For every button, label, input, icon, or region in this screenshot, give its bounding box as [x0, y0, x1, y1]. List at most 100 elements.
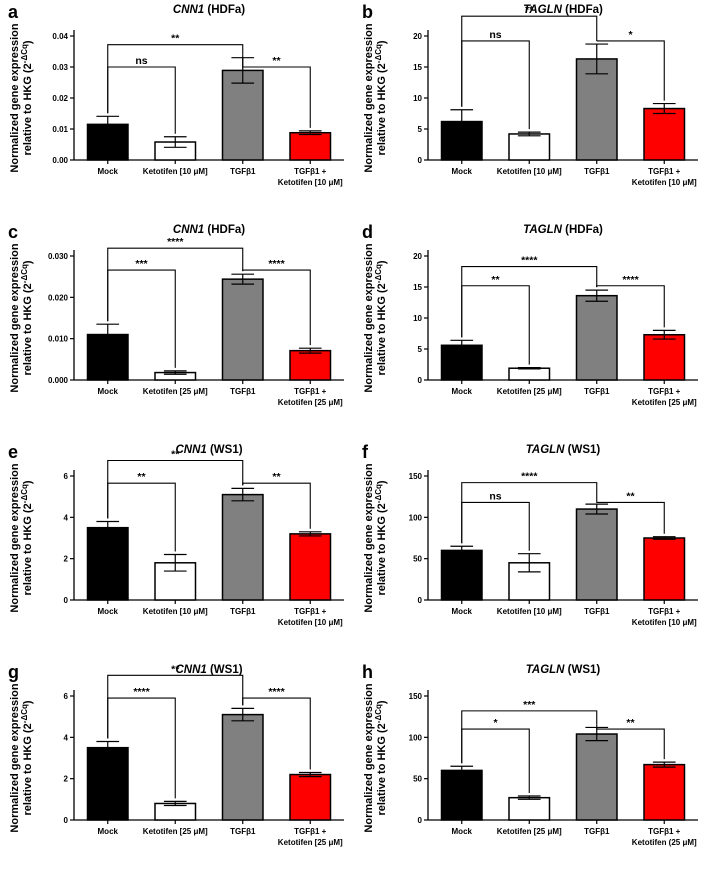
bar-4 [643, 763, 686, 821]
significance-label: **** [622, 274, 639, 286]
title-gene: CNN1 [175, 664, 206, 676]
significance-label: * [628, 29, 633, 41]
y-label-main: relative to HKG (2 [376, 723, 388, 815]
y-label-line1: Normalized gene expression [363, 243, 375, 392]
significance-label: ** [525, 4, 534, 16]
y-tick-label: 100 [409, 513, 423, 522]
panel-letter: d [362, 222, 373, 242]
chart-d: d TAGLN (HDFa) Normalized gene expression r… [362, 222, 698, 407]
significance-label: ns [135, 55, 147, 67]
x-tick-label: TGFβ1 + [648, 607, 681, 616]
title-cell: (HDFa) [204, 4, 245, 16]
y-tick-label: 0 [418, 816, 423, 825]
bar-3 [221, 713, 264, 821]
y-label-superscript: -ΔCq [374, 44, 383, 63]
chart-c: c CNN1 (HDFa) Normalized gene expression re… [8, 222, 344, 407]
bar-4 [289, 349, 332, 381]
x-tick-label: Mock [452, 387, 473, 396]
bar-3 [575, 508, 618, 601]
x-tick-label: Mock [98, 827, 119, 836]
chart-title: CNN1 (HDFa) [173, 224, 245, 236]
y-label-main: relative to HKG (2 [376, 283, 388, 375]
significance-bracket [461, 501, 530, 551]
chart-f: f TAGLN (WS1) Normalized gene expression re… [362, 442, 698, 627]
bar-3 [575, 58, 618, 161]
title-cell: (WS1) [207, 664, 243, 676]
y-tick-label: 0.01 [52, 125, 68, 134]
y-label-main: relative to HKG (2 [22, 503, 34, 595]
significance-label: **** [167, 236, 184, 248]
x-tick-label: TGFβ1 [584, 387, 610, 396]
significance-label: **** [521, 471, 538, 483]
y-label-end: ) [22, 700, 34, 704]
y-tick-label: 0.010 [48, 335, 69, 344]
x-tick-label: Ketotifen [25 μM] [278, 398, 343, 407]
y-label-line2: relative to HKG (2-ΔCq) [20, 40, 34, 155]
bar-3 [221, 493, 264, 601]
significance-label: ** [171, 449, 180, 461]
x-tick-label: Mock [98, 387, 119, 396]
panel-letter: e [8, 442, 18, 462]
x-tick-label: Ketotifen [25 μM] [143, 827, 208, 836]
bar-4 [643, 537, 686, 601]
y-label-main: relative to HKG (2 [376, 63, 388, 155]
significance-bracket [107, 269, 176, 368]
significance-bracket [596, 501, 665, 534]
bar-1 [440, 549, 483, 601]
x-tick-label: Ketotifen [10 μM] [497, 167, 562, 176]
y-axis-label: Normalized gene expression relative to HK… [363, 683, 388, 832]
y-tick-label: 50 [413, 775, 422, 784]
bar-1 [440, 769, 483, 821]
x-tick-label: TGFβ1 [584, 607, 610, 616]
chart-title: TAGLN (HDFa) [523, 224, 603, 236]
x-tick-label: TGFβ1 [230, 387, 256, 396]
title-gene: TAGLN [526, 664, 565, 676]
title-gene: CNN1 [173, 224, 204, 236]
y-tick-label: 0.03 [52, 63, 68, 72]
bar-4 [289, 773, 332, 821]
y-tick-label: 2 [64, 775, 69, 784]
panel-letter: g [8, 662, 19, 682]
y-label-line1: Normalized gene expression [9, 683, 21, 832]
significance-label: ns [489, 29, 501, 41]
title-gene: TAGLN [526, 444, 565, 456]
y-label-end: ) [22, 260, 34, 264]
y-tick-label: 0 [418, 596, 423, 605]
chart-title: CNN1 (WS1) [175, 444, 242, 456]
significance-label: ** [171, 33, 180, 45]
significance-label: **** [521, 255, 538, 267]
y-label-main: relative to HKG (2 [22, 723, 34, 815]
chart-h: h TAGLN (WS1) Normalized gene expression re… [362, 662, 698, 847]
x-tick-label: Ketotifen [10 μM] [278, 618, 343, 627]
bar-1 [86, 526, 129, 601]
x-tick-label: Ketotifen [25 μM] [497, 387, 562, 396]
y-tick-label: 6 [64, 472, 69, 481]
y-tick-label: 0 [64, 596, 69, 605]
y-tick-label: 150 [409, 472, 423, 481]
significance-label: ** [272, 55, 281, 67]
title-cell: (HDFa) [204, 224, 245, 236]
panel-b: b TAGLN (HDFa) Normalized gene expression r… [354, 0, 708, 220]
x-tick-label: Mock [98, 607, 119, 616]
bar-3 [221, 278, 264, 381]
significance-label: ** [137, 471, 146, 483]
y-axis-label: Normalized gene expression relative to HK… [9, 463, 34, 612]
x-tick-label: Mock [452, 607, 473, 616]
x-tick-label: TGFβ1 + [648, 387, 681, 396]
panel-h: h TAGLN (WS1) Normalized gene expression re… [354, 660, 708, 880]
panel-d: d TAGLN (HDFa) Normalized gene expression r… [354, 220, 708, 440]
y-label-end: ) [22, 480, 34, 484]
significance-bracket [242, 54, 311, 128]
y-tick-label: 0.000 [48, 376, 69, 385]
x-tick-label: TGFβ1 [230, 827, 256, 836]
y-label-line1: Normalized gene expression [9, 243, 21, 392]
chart-b: b TAGLN (HDFa) Normalized gene expression r… [362, 2, 698, 187]
title-cell: (WS1) [564, 444, 600, 456]
significance-bracket [596, 285, 665, 328]
y-tick-label: 0.04 [52, 32, 68, 41]
title-cell: (WS1) [564, 664, 600, 676]
y-tick-label: 20 [413, 32, 422, 41]
x-tick-label: Ketotifen [25 μM] [143, 387, 208, 396]
x-tick-label: TGFβ1 + [294, 827, 327, 836]
y-axis-label: Normalized gene expression relative to HK… [363, 463, 388, 612]
